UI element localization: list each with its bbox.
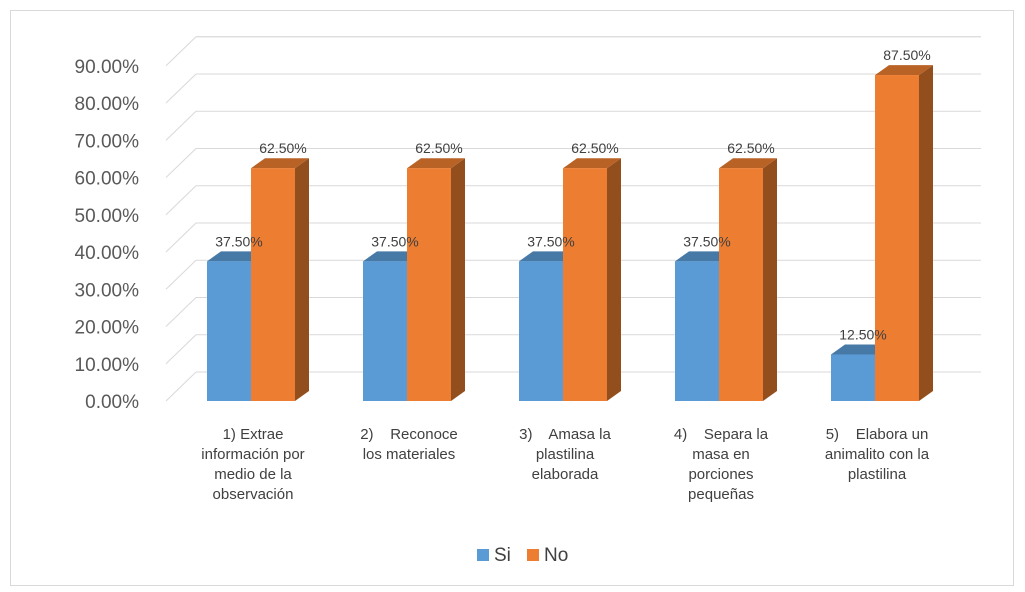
bar-top [563, 158, 621, 169]
y-tick-label: 30.00% [75, 280, 140, 301]
bar-side [763, 158, 777, 401]
y-tick-label: 40.00% [75, 243, 140, 264]
bar-top [519, 251, 577, 262]
legend-label: Si [494, 545, 511, 566]
y-tick-label: 20.00% [75, 318, 140, 339]
gridline-diagonal [165, 222, 197, 253]
gridline-diagonal [165, 334, 197, 365]
bar-front [251, 168, 295, 401]
y-tick-label: 80.00% [75, 94, 140, 115]
bar-front [407, 168, 451, 401]
data-labels: 37.50% 62.50% 37.50% 62.50% 37.50% 62.50% 37.5… [215, 47, 930, 342]
gridline-diagonal [165, 110, 197, 141]
data-label: 62.50% [415, 140, 462, 156]
y-axis: 0.00% 10.00% 20.00% 30.00% 40.00% 50.00% 60.00… [75, 57, 140, 413]
data-label: 62.50% [727, 140, 774, 156]
gridline-diagonal [165, 371, 197, 402]
y-tick-label: 60.00% [75, 169, 140, 190]
bar-top [207, 251, 265, 262]
gridline-diagonal [165, 185, 197, 216]
gridline-diagonal [165, 73, 197, 104]
bar-no-3 [563, 158, 621, 401]
bar-front [563, 168, 607, 401]
gridline-diagonal [165, 36, 197, 67]
data-label: 37.50% [527, 233, 574, 249]
y-tick-label: 50.00% [75, 206, 140, 227]
gridline-diagonal [165, 148, 197, 178]
chart-frame: 0.00% 10.00% 20.00% 30.00% 40.00% 50.00% 60.00… [10, 10, 1014, 586]
data-label: 37.50% [683, 233, 730, 249]
x-tick-label: 5) Elabora un animalito con la plastilina [825, 426, 930, 483]
bar-no-4 [719, 158, 777, 401]
data-label: 62.50% [571, 140, 618, 156]
y-tick-label: 90.00% [75, 57, 140, 78]
x-tick-label: 4) Separa la masa en porciones pequeñas [674, 426, 769, 503]
data-label: 37.50% [371, 233, 418, 249]
bar-no-1 [251, 158, 309, 401]
bars [207, 65, 933, 401]
bar-top [831, 344, 889, 355]
data-label: 37.50% [215, 233, 262, 249]
bar-top [875, 65, 933, 76]
bar-front [207, 261, 251, 401]
y-tick-label: 70.00% [75, 131, 140, 152]
bar-front [519, 261, 563, 401]
bar-side [295, 158, 309, 401]
bar-top [407, 158, 465, 169]
legend-label: No [544, 545, 568, 566]
data-label: 87.50% [883, 47, 930, 63]
y-tick-label: 10.00% [75, 355, 140, 376]
bar-top [719, 158, 777, 169]
x-tick-label: 2) Reconoce los materiales [360, 426, 458, 463]
bar-side [607, 158, 621, 401]
y-tick-label: 0.00% [85, 392, 139, 413]
bar-front [363, 261, 407, 401]
bar-front [675, 261, 719, 401]
x-tick-label: 3) Amasa la plastilina elaborada [519, 426, 611, 483]
data-label: 62.50% [259, 140, 306, 156]
bar-chart: 0.00% 10.00% 20.00% 30.00% 40.00% 50.00% 60.00… [75, 36, 981, 566]
data-label: 12.50% [839, 326, 886, 342]
gridline-diagonal [165, 297, 197, 327]
bar-top [363, 251, 421, 262]
bar-front [719, 168, 763, 401]
bar-side [919, 65, 933, 401]
bar-top [675, 251, 733, 262]
bar-no-5 [875, 65, 933, 401]
legend-swatch [527, 549, 539, 561]
legend-swatch [477, 549, 489, 561]
bar-front [875, 75, 919, 401]
x-tick-label: 1) Extrae información por medio de la obser… [201, 426, 304, 503]
bar-no-2 [407, 158, 465, 401]
bar-side [451, 158, 465, 401]
bar-front [831, 354, 875, 401]
legend-item-no: No [527, 545, 568, 566]
x-axis: 1) Extrae información por medio de la obser… [201, 426, 929, 503]
legend: Si No [477, 545, 568, 566]
bar-top [251, 158, 309, 169]
legend-item-si: Si [477, 545, 511, 566]
gridline-diagonal [165, 259, 197, 290]
